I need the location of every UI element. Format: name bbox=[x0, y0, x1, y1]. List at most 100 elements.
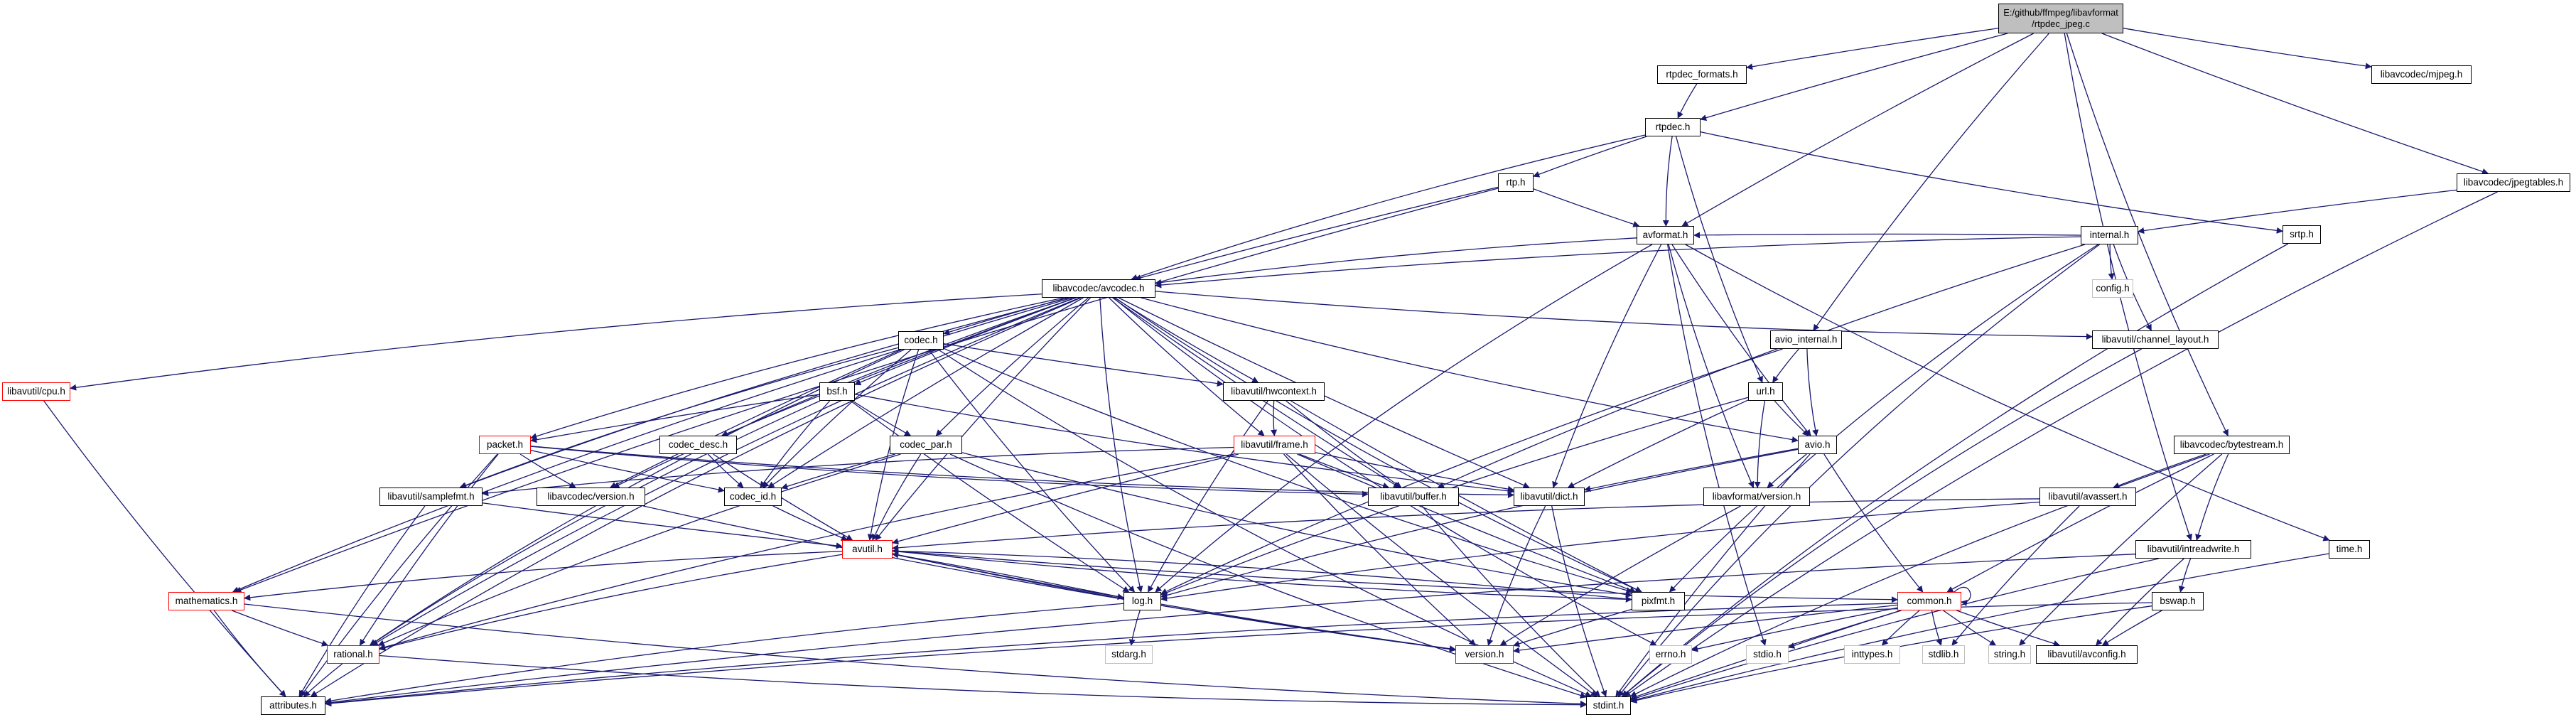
root-file-line1: E:/github/ffmpeg/libavformat bbox=[2003, 6, 2118, 18]
edge-avcodec-to-pixfmt bbox=[1114, 297, 1643, 593]
node-bsf[interactable]: bsf.h bbox=[819, 382, 855, 401]
node-inttypes[interactable]: inttypes.h bbox=[1844, 645, 1900, 664]
edge-frame-to-samplefmt bbox=[482, 446, 1234, 497]
node-codec-id[interactable]: codec_id.h bbox=[724, 488, 782, 506]
node-lavc-version[interactable]: libavcodec/version.h bbox=[537, 488, 645, 506]
node-samplefmt[interactable]: libavutil/samplefmt.h bbox=[379, 488, 483, 506]
node-errno[interactable]: errno.h bbox=[1649, 645, 1692, 664]
node-avio-internal[interactable]: avio_internal.h bbox=[1770, 330, 1842, 349]
edge-rtpdec-formats-to-rtpdec bbox=[1677, 83, 1698, 119]
node-mathematics[interactable]: mathematics.h bbox=[168, 592, 244, 610]
node-lavf-version[interactable]: libavformat/version.h bbox=[1703, 488, 1810, 506]
edge-avcodec-to-samplefmt bbox=[460, 297, 1069, 489]
node-packet[interactable]: packet.h bbox=[479, 436, 531, 454]
node-bytestream[interactable]: libavcodec/bytestream.h bbox=[2174, 436, 2290, 454]
edge-avcodec-to-log bbox=[1099, 297, 1143, 593]
node-stdlib[interactable]: stdlib.h bbox=[1922, 645, 1965, 664]
edge-avcodec-to-avutil bbox=[875, 297, 1091, 541]
edge-common-to-avconfig bbox=[1956, 610, 2060, 647]
node-rational[interactable]: rational.h bbox=[327, 645, 379, 664]
edge-frame-to-rational bbox=[379, 453, 1234, 650]
edge-intreadwrite-to-attributes bbox=[325, 554, 2136, 706]
edge-hwcontext-to-buffer bbox=[1286, 400, 1402, 488]
edge-mathematics-to-rational bbox=[232, 610, 329, 647]
edge-avio-to-lavf-version bbox=[1767, 453, 1807, 488]
edge-avcodec-to-frame bbox=[1109, 297, 1265, 436]
node-buffer[interactable]: libavutil/buffer.h bbox=[1368, 488, 1459, 506]
node-pixfmt[interactable]: pixfmt.h bbox=[1632, 592, 1685, 610]
edge-bytestream-to-stdint bbox=[1629, 453, 2210, 697]
node-srtp[interactable]: srtp.h bbox=[2283, 225, 2321, 244]
edge-avformat-to-stdio bbox=[1667, 244, 1767, 646]
edge-packet-to-codec-id bbox=[530, 450, 725, 493]
edge-channel-layout-to-stdint bbox=[1622, 348, 2142, 697]
node-hwcontext[interactable]: libavutil/hwcontext.h bbox=[1223, 382, 1325, 401]
edge-avassert-to-stdlib bbox=[1951, 505, 2080, 646]
edge-url-to-avio bbox=[1774, 400, 1809, 436]
node-cpu[interactable]: libavutil/cpu.h bbox=[2, 382, 70, 401]
edge-rtpdec-to-avcodec bbox=[1131, 134, 1646, 281]
node-rtpdec[interactable]: rtpdec.h bbox=[1645, 118, 1701, 136]
node-avio[interactable]: avio.h bbox=[1798, 436, 1837, 454]
node-mjpeg[interactable]: libavcodec/mjpeg.h bbox=[2371, 65, 2472, 84]
node-jpegtables[interactable]: libavcodec/jpegtables.h bbox=[2457, 173, 2570, 192]
node-time[interactable]: time.h bbox=[2329, 540, 2370, 559]
edge-internal-to-config bbox=[2108, 244, 2115, 280]
edge-codec-desc-to-codec-id bbox=[707, 453, 744, 488]
root-file-node[interactable]: E:/github/ffmpeg/libavformat /rtpdec_jpe… bbox=[1998, 4, 2123, 33]
node-avformat[interactable]: avformat.h bbox=[1637, 226, 1694, 244]
node-string[interactable]: string.h bbox=[1988, 645, 2031, 664]
edge-frame-to-stdint bbox=[1286, 453, 1597, 697]
edge-frame-to-version bbox=[1283, 453, 1476, 646]
edge-bsf-to-codec-par bbox=[852, 400, 912, 436]
edge-common-common bbox=[1953, 586, 1971, 606]
edge-intreadwrite-to-bswap bbox=[2178, 558, 2192, 593]
node-avconfig[interactable]: libavutil/avconfig.h bbox=[2036, 645, 2138, 664]
node-frame[interactable]: libavutil/frame.h bbox=[1234, 436, 1315, 454]
node-log[interactable]: log.h bbox=[1123, 592, 1161, 610]
node-intreadwrite[interactable]: libavutil/intreadwrite.h bbox=[2135, 540, 2251, 559]
edge-packet-to-attributes bbox=[300, 453, 498, 697]
edge-avcodec-to-hwcontext bbox=[1114, 297, 1259, 383]
edge-avio-to-log bbox=[1160, 448, 1799, 599]
node-version[interactable]: version.h bbox=[1455, 645, 1514, 664]
node-rtp[interactable]: rtp.h bbox=[1498, 173, 1534, 192]
node-rtpdec-formats[interactable]: rtpdec_formats.h bbox=[1657, 65, 1747, 84]
edge-rtpdec-to-url bbox=[1675, 136, 1763, 383]
node-url[interactable]: url.h bbox=[1748, 382, 1783, 401]
edge-bswap-to-avconfig bbox=[2101, 610, 2162, 646]
node-codec-desc[interactable]: codec_desc.h bbox=[659, 436, 737, 454]
node-codec[interactable]: codec.h bbox=[898, 331, 944, 350]
node-avcodec[interactable]: libavcodec/avcodec.h bbox=[1042, 279, 1155, 298]
edge-log-to-avutil bbox=[892, 551, 1124, 598]
edge-hwcontext-to-frame bbox=[1271, 400, 1278, 436]
edge-rtpdec-to-rtp bbox=[1533, 136, 1647, 178]
node-stdio[interactable]: stdio.h bbox=[1746, 645, 1789, 664]
edge-root-to-avio-internal bbox=[1813, 33, 2049, 331]
edge-avformat-to-lavf-version bbox=[1668, 244, 1755, 488]
edge-samplefmt-to-avutil bbox=[482, 502, 843, 549]
node-codec-par[interactable]: codec_par.h bbox=[890, 436, 962, 454]
node-config[interactable]: config.h bbox=[2092, 279, 2133, 298]
edge-intreadwrite-to-avconfig bbox=[2096, 558, 2184, 646]
node-dict[interactable]: libavutil/dict.h bbox=[1514, 488, 1585, 506]
edges-layer bbox=[43, 28, 2498, 709]
node-bswap[interactable]: bswap.h bbox=[2152, 592, 2204, 610]
node-internal[interactable]: internal.h bbox=[2081, 226, 2138, 244]
edge-frame-to-pixfmt bbox=[1297, 453, 1637, 593]
edge-avio-to-stdint bbox=[1615, 453, 1811, 697]
node-attributes[interactable]: attributes.h bbox=[261, 696, 325, 715]
node-avassert[interactable]: libavutil/avassert.h bbox=[2039, 488, 2136, 506]
node-avutil[interactable]: avutil.h bbox=[842, 540, 893, 559]
edge-common-to-string bbox=[1943, 610, 1997, 646]
edge-frame-to-buffer bbox=[1299, 453, 1390, 489]
edge-avio-internal-to-url bbox=[1772, 348, 1799, 383]
node-stdint[interactable]: stdint.h bbox=[1586, 696, 1631, 715]
node-common[interactable]: common.h bbox=[1897, 592, 1961, 610]
node-stdarg[interactable]: stdarg.h bbox=[1105, 645, 1153, 664]
node-channel-layout[interactable]: libavutil/channel_layout.h bbox=[2092, 330, 2219, 349]
edge-avio-internal-to-log bbox=[1160, 348, 1783, 595]
edge-rational-to-stdint bbox=[379, 655, 1587, 709]
edge-root-to-avformat bbox=[1681, 33, 2034, 227]
edge-codec-to-hwcontext bbox=[943, 343, 1224, 387]
